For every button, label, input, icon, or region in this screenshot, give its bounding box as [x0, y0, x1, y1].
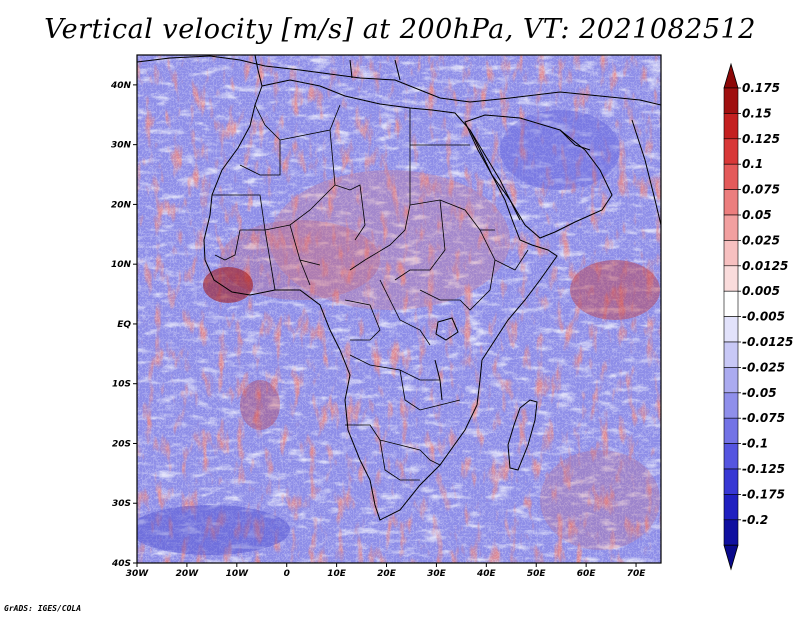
colorbar: 0.175 0.15 0.125 0.1 0.075 0.05 0.025 0.0125 0.0…	[723, 62, 793, 571]
colorbar-label: -0.005	[742, 310, 785, 324]
colorbar-swatch	[723, 163, 739, 190]
lon-label: 60E	[577, 569, 597, 579]
colorbar-label: 0.1	[742, 157, 763, 171]
colorbar-swatch	[723, 265, 739, 292]
lat-label: 10S	[112, 380, 131, 390]
lon-label: 10E	[327, 569, 347, 579]
colorbar-label: -0.025	[742, 360, 785, 374]
colorbar-label: 0.05	[742, 208, 772, 222]
colorbar-swatch	[723, 367, 739, 394]
lat-label: 10N	[111, 260, 132, 270]
colorbar-label: 0.175	[742, 81, 780, 95]
colorbar-swatch	[723, 392, 739, 419]
colorbar-swatch	[723, 468, 739, 495]
lat-label: 30S	[112, 499, 131, 509]
lon-label: 0	[284, 569, 290, 579]
colorbar-swatch	[723, 290, 739, 317]
colorbar-label: -0.2	[742, 513, 768, 527]
colorbar-label: 0.15	[742, 106, 772, 120]
colorbar-swatch	[723, 240, 739, 267]
lon-label: 10W	[226, 569, 250, 579]
lon-label: 30E	[427, 569, 447, 579]
colorbar-label: -0.125	[742, 462, 785, 476]
colorbar-label: 0.005	[742, 284, 780, 298]
lon-label: 40E	[476, 569, 497, 579]
lon-label: 70E	[627, 569, 647, 579]
colorbar-swatch	[723, 519, 739, 546]
colorbar-label: 0.0125	[742, 259, 788, 273]
lon-label: 20W	[176, 569, 200, 579]
latitude-labels: 40N 30N 20N 10N EQ 10S 20S 30S 40S	[110, 81, 137, 569]
lat-label: 20N	[111, 200, 132, 210]
colorbar-top-arrow	[723, 62, 739, 89]
colorbar-label: -0.05	[742, 386, 777, 400]
lat-label: 30N	[111, 141, 132, 151]
colorbar-swatch	[723, 494, 739, 521]
colorbar-swatch	[723, 87, 739, 114]
colorbar-label: -0.1	[742, 437, 768, 451]
colorbar-label: -0.075	[742, 411, 785, 425]
credit-label: GrADS: IGES/COLA	[4, 604, 82, 613]
colorbar-swatch	[723, 113, 739, 140]
lat-label: 20S	[112, 439, 131, 449]
colorbar-label: 0.075	[742, 183, 780, 197]
colorbar-swatch	[723, 417, 739, 444]
colorbar-swatch	[723, 214, 739, 241]
colorbar-label: 0.125	[742, 132, 780, 146]
lat-label: 40N	[110, 81, 132, 91]
velocity-field	[137, 55, 661, 563]
lon-label: 30W	[126, 569, 150, 579]
colorbar-bottom-arrow	[723, 544, 739, 571]
lon-label: 50E	[527, 569, 547, 579]
colorbar-swatch	[723, 443, 739, 470]
colorbar-swatch	[723, 316, 739, 343]
coastlines	[137, 55, 661, 521]
colorbar-swatch	[723, 138, 739, 165]
plot-frame	[136, 54, 662, 564]
colorbar-swatch	[723, 341, 739, 368]
colorbar-label: 0.025	[742, 233, 780, 247]
lat-label: 40S	[111, 559, 131, 569]
chart-title: Vertical velocity [m/s] at 200hPa, VT: 2…	[44, 14, 756, 45]
longitude-labels: 30W 20W 10W 0 10E 20E 30E 40E 50E 60E 70E	[126, 563, 646, 579]
colorbar-label: -0.0125	[742, 335, 793, 349]
colorbar-label: -0.175	[742, 487, 785, 501]
lat-label: EQ	[117, 320, 131, 330]
colorbar-swatch	[723, 189, 739, 216]
lon-label: 20E	[377, 569, 397, 579]
country-borders	[212, 104, 529, 481]
